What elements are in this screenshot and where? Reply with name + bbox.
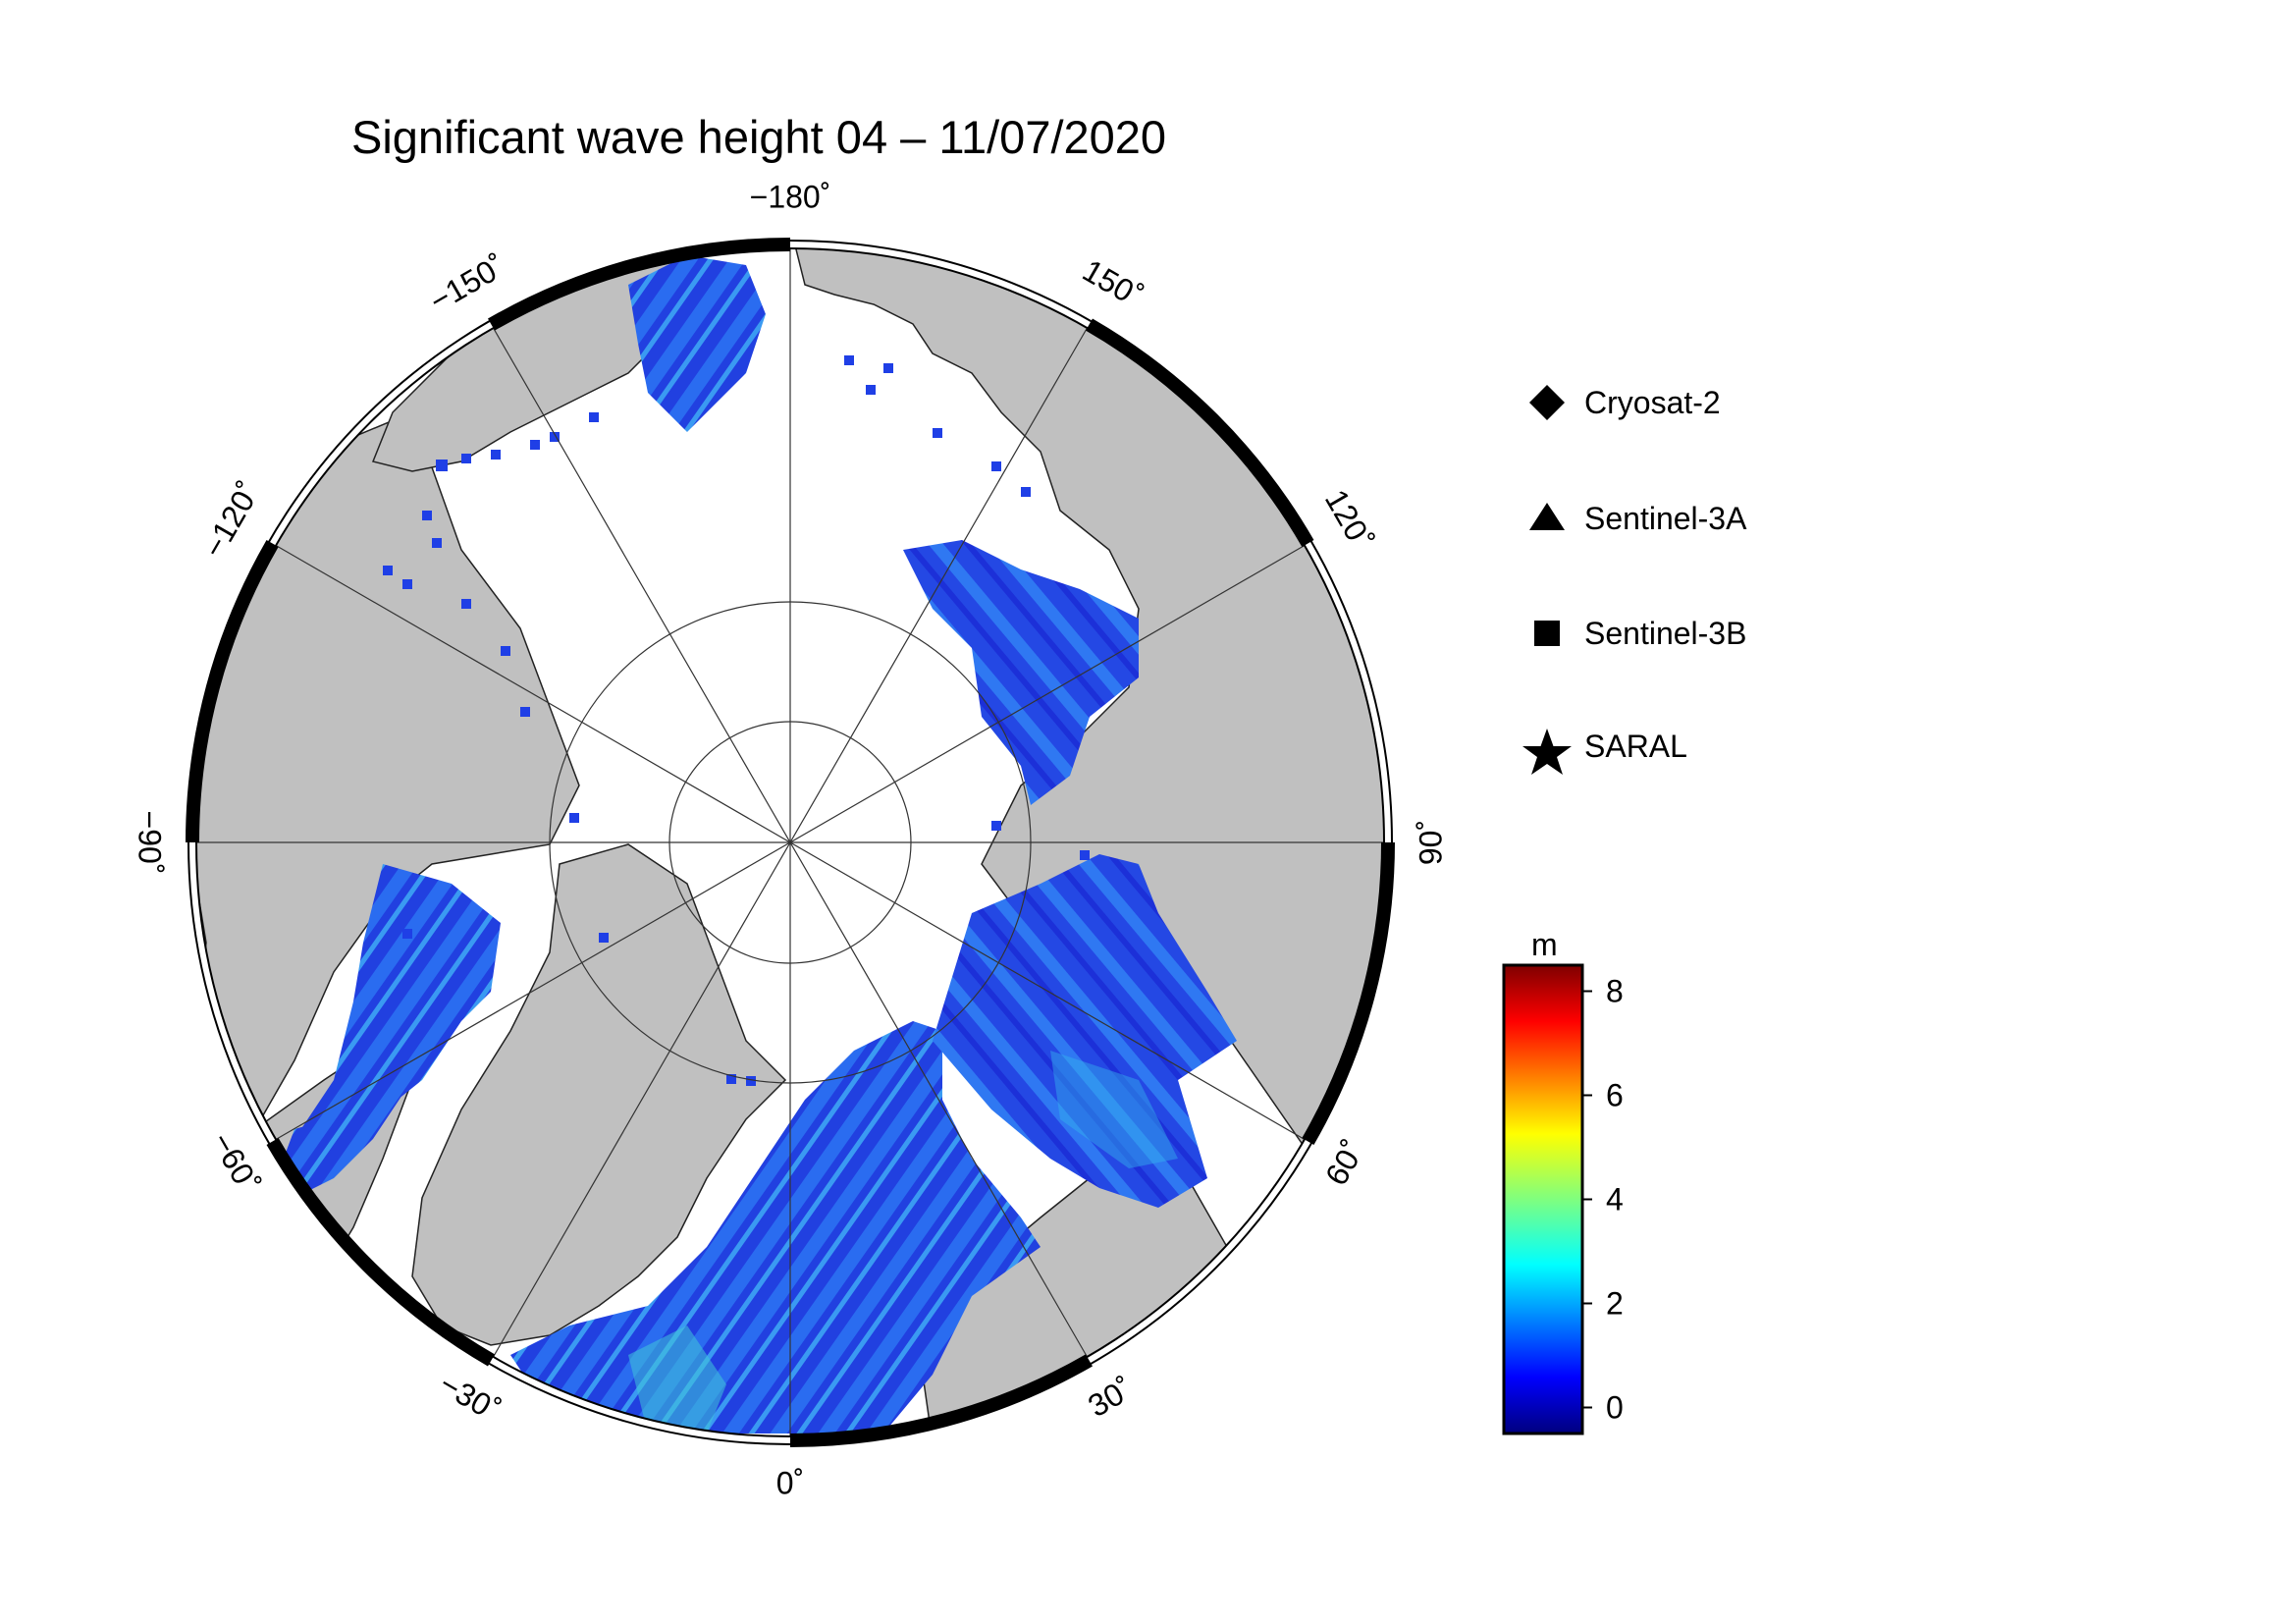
- graticule: [196, 248, 1384, 1436]
- frame-segment: [488, 238, 791, 331]
- legend-item-sentinel-3a: Sentinel-3A: [1529, 501, 1747, 536]
- land-greenland: [411, 843, 787, 1346]
- frame-segment: [789, 1354, 1093, 1447]
- colorbar: m 0 2 4 6 8: [1502, 927, 1624, 1435]
- wave-height-tracks: [265, 255, 1237, 1434]
- longitude-label: −90˚: [133, 811, 168, 875]
- colorbar-tick-label: 0: [1606, 1390, 1624, 1426]
- frame-segment: [1302, 841, 1395, 1145]
- longitude-label: −150˚: [423, 247, 511, 319]
- longitude-label: −120˚: [195, 475, 267, 564]
- colorbar-gradient: [1502, 963, 1584, 1435]
- triangle-icon: [1529, 503, 1565, 530]
- track-area-laptev: [903, 540, 1139, 805]
- legend-label: Sentinel-3B: [1584, 616, 1746, 651]
- longitude-label: 120˚: [1318, 483, 1380, 555]
- legend-label: Cryosat-2: [1584, 385, 1721, 420]
- track-area-baffin: [294, 864, 501, 1178]
- longitude-label: −180˚: [750, 179, 831, 214]
- legend-label: Sentinel-3A: [1584, 501, 1747, 536]
- colorbar-tick-label: 2: [1606, 1286, 1624, 1322]
- colorbar-tick-label: 4: [1606, 1182, 1624, 1217]
- diamond-icon: [1529, 385, 1565, 420]
- track-area-chukchi: [628, 255, 766, 432]
- legend-item-saral: SARAL: [1522, 729, 1687, 775]
- longitude-label: 150˚: [1077, 252, 1148, 314]
- longitude-label: 60˚: [1318, 1134, 1371, 1191]
- longitude-label: 30˚: [1082, 1371, 1139, 1424]
- track-area-atlantic: [510, 1021, 1041, 1434]
- track-area-mid: [1050, 1051, 1178, 1168]
- colorbar-unit: m: [1531, 927, 1558, 962]
- map-frame: [186, 238, 1395, 1447]
- legend-item-cryosat: Cryosat-2: [1529, 385, 1721, 420]
- colorbar-tick-label: 6: [1606, 1078, 1624, 1113]
- frame-segment: [186, 540, 279, 843]
- frame-segment: [1085, 318, 1314, 548]
- square-icon: [1534, 621, 1560, 646]
- colorbar-ticks: 0 2 4 6 8: [1582, 974, 1624, 1426]
- map-title: Significant wave height 04 – 11/07/2020: [351, 111, 1166, 163]
- longitude-label: −60˚: [204, 1126, 267, 1199]
- ice-edge-markers: [383, 355, 1090, 1086]
- longitude-label: 0˚: [776, 1465, 804, 1500]
- track-area-high: [628, 1325, 726, 1434]
- star-icon: [1522, 729, 1572, 775]
- map-disk: [186, 238, 1395, 1447]
- legend-label: SARAL: [1584, 729, 1687, 764]
- longitude-label: −30˚: [434, 1366, 507, 1429]
- longitude-label: 90˚: [1413, 820, 1448, 865]
- frame-segment: [266, 1137, 496, 1367]
- legend-item-sentinel-3b: Sentinel-3B: [1534, 616, 1746, 651]
- legend: Cryosat-2 Sentinel-3A Sentinel-3B SARAL: [1522, 385, 1747, 775]
- colorbar-tick-label: 8: [1606, 974, 1624, 1009]
